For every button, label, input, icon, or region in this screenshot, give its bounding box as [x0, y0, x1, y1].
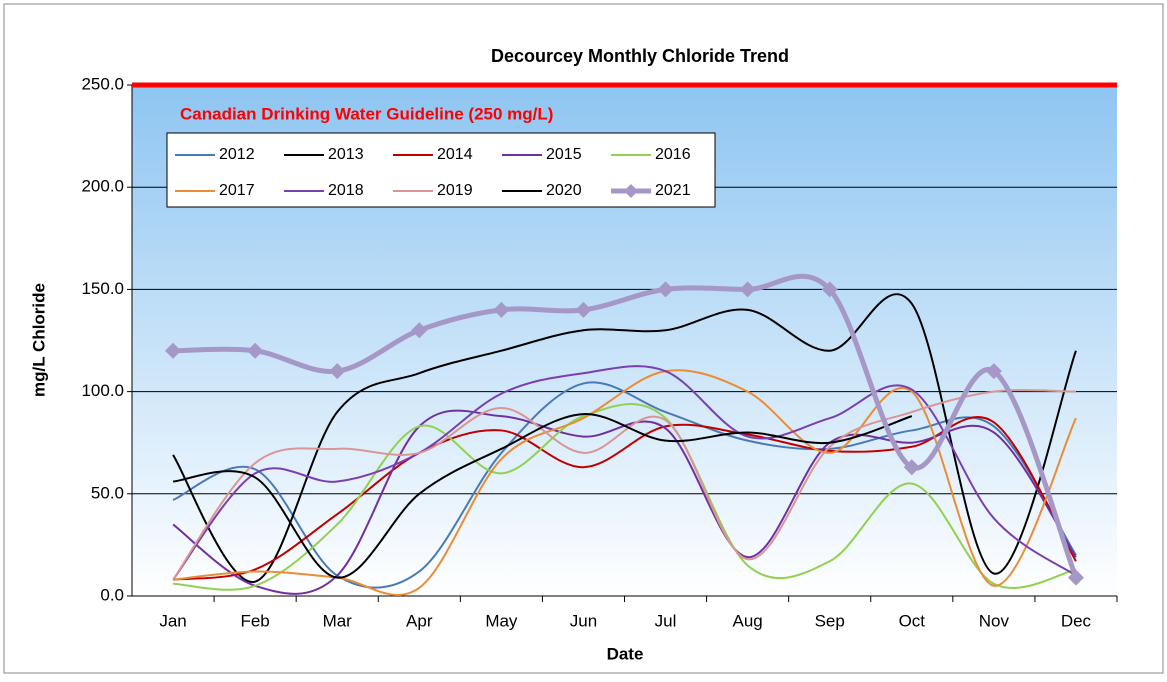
- x-tick-label: Nov: [979, 611, 1010, 630]
- y-tick-label: 0.0: [100, 585, 124, 604]
- marker: [575, 301, 592, 318]
- marker: [165, 342, 182, 359]
- legend-label: 2020: [546, 182, 582, 199]
- x-tick-label: Mar: [323, 611, 353, 630]
- series-line: [172, 293, 1077, 583]
- marker: [411, 322, 428, 339]
- annotation: Canadian Drinking Water Guideline (250 m…: [180, 104, 553, 123]
- legend-label: 2018: [328, 182, 364, 199]
- legend-label: 2015: [546, 146, 582, 163]
- series-line: [172, 413, 913, 579]
- y-tick-label: 150.0: [81, 279, 124, 298]
- legend-label: 2016: [655, 146, 691, 163]
- legend-label: 2019: [437, 182, 473, 199]
- legend-label: 2017: [219, 182, 255, 199]
- y-tick-label: 50.0: [91, 483, 124, 502]
- legend-label: 2012: [219, 146, 255, 163]
- marker: [247, 342, 264, 359]
- series-line: [172, 365, 1077, 581]
- y-tick-label: 250.0: [81, 74, 124, 93]
- marker: [821, 281, 838, 298]
- marker: [739, 281, 756, 298]
- marker: [493, 301, 510, 318]
- x-tick-label: May: [485, 611, 518, 630]
- series-line: [172, 389, 1076, 581]
- x-tick-label: Jun: [570, 611, 597, 630]
- x-tick-label: Jul: [655, 611, 677, 630]
- x-tick-label: Apr: [406, 611, 433, 630]
- legend-label: 2014: [437, 146, 473, 163]
- legend-label: 2013: [328, 146, 364, 163]
- series-line: [172, 409, 1077, 595]
- marker: [329, 363, 346, 380]
- legend-marker: [624, 184, 638, 198]
- marker: [1067, 569, 1084, 586]
- x-axis-label: Date: [607, 644, 644, 663]
- chart-title: Decourcey Monthly Chloride Trend: [491, 46, 789, 66]
- y-axis-label: mg/L Chloride: [29, 283, 48, 397]
- x-tick-label: Jan: [159, 611, 186, 630]
- marker: [657, 281, 674, 298]
- x-tick-label: Dec: [1061, 611, 1092, 630]
- legend-label: 2021: [655, 182, 691, 199]
- marker: [985, 363, 1002, 380]
- series-line: [172, 403, 1077, 591]
- x-tick-label: Aug: [733, 611, 763, 630]
- y-tick-label: 200.0: [81, 177, 124, 196]
- x-tick-label: Feb: [240, 611, 269, 630]
- marker: [903, 459, 920, 476]
- x-tick-label: Sep: [815, 611, 845, 630]
- legend: [166, 132, 716, 208]
- x-tick-label: Oct: [899, 611, 926, 630]
- y-tick-label: 100.0: [81, 381, 124, 400]
